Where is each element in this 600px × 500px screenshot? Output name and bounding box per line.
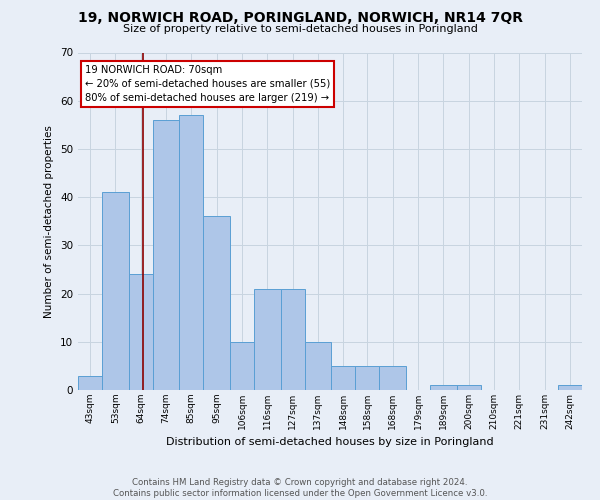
Bar	[254, 289, 281, 390]
Bar	[305, 342, 331, 390]
Bar	[331, 366, 355, 390]
Bar	[379, 366, 406, 390]
Bar	[128, 274, 153, 390]
Bar	[430, 385, 457, 390]
Bar	[78, 376, 102, 390]
Bar	[281, 289, 305, 390]
Bar	[230, 342, 254, 390]
Text: Size of property relative to semi-detached houses in Poringland: Size of property relative to semi-detach…	[122, 24, 478, 34]
Bar	[102, 192, 128, 390]
Bar	[355, 366, 379, 390]
Text: 19 NORWICH ROAD: 70sqm
← 20% of semi-detached houses are smaller (55)
80% of sem: 19 NORWICH ROAD: 70sqm ← 20% of semi-det…	[85, 64, 331, 102]
Y-axis label: Number of semi-detached properties: Number of semi-detached properties	[44, 125, 55, 318]
Text: Contains HM Land Registry data © Crown copyright and database right 2024.
Contai: Contains HM Land Registry data © Crown c…	[113, 478, 487, 498]
Bar	[203, 216, 230, 390]
Bar	[457, 385, 481, 390]
Text: 19, NORWICH ROAD, PORINGLAND, NORWICH, NR14 7QR: 19, NORWICH ROAD, PORINGLAND, NORWICH, N…	[77, 11, 523, 25]
Bar	[558, 385, 582, 390]
Bar	[179, 115, 203, 390]
Bar	[153, 120, 179, 390]
X-axis label: Distribution of semi-detached houses by size in Poringland: Distribution of semi-detached houses by …	[166, 438, 494, 448]
